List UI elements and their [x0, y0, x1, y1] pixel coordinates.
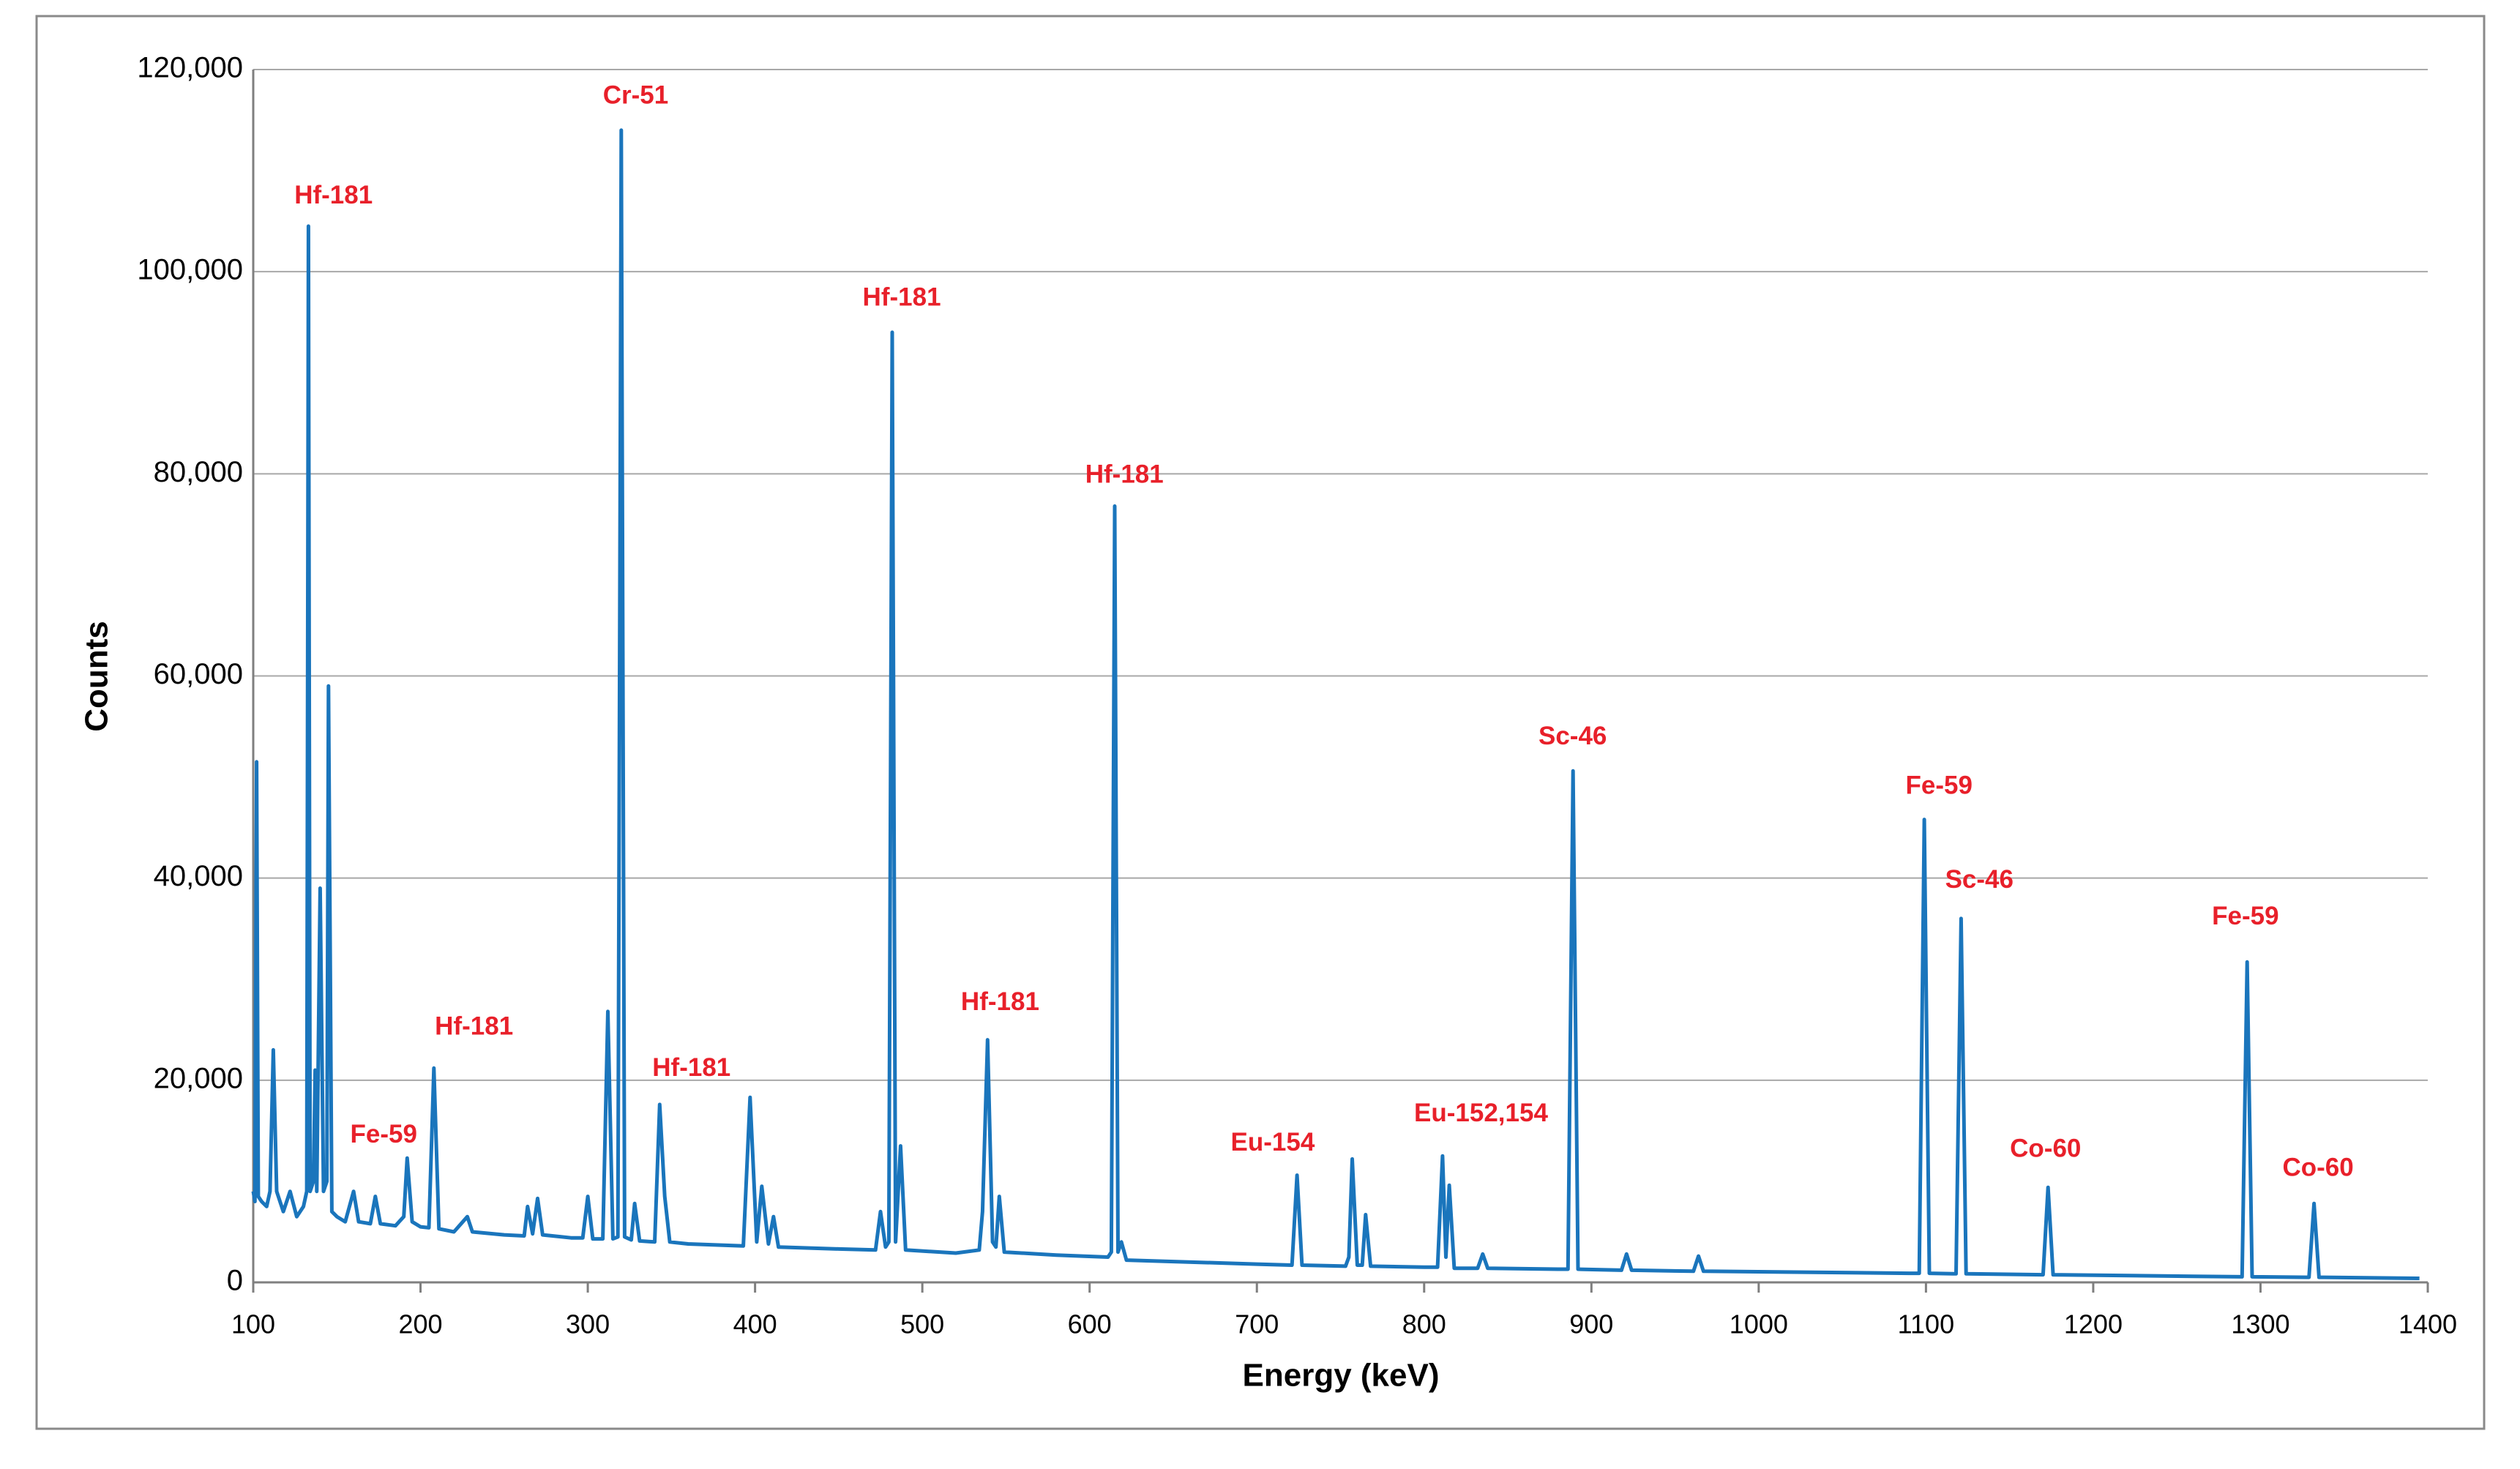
y-axis-title: Counts	[79, 621, 115, 732]
x-tick-label: 1000	[1730, 1309, 1788, 1339]
grid	[252, 69, 2429, 1293]
peak-label: Sc-46	[1945, 865, 2014, 894]
x-tick-label: 300	[566, 1309, 610, 1339]
peak-label: Hf-181	[961, 987, 1039, 1016]
x-tick-label: 400	[733, 1309, 777, 1339]
peak-label: Hf-181	[435, 1012, 513, 1040]
peak-label: Sc-46	[1538, 722, 1607, 750]
peak-label: Co-60	[2282, 1154, 2353, 1182]
spectrum-line	[251, 128, 2420, 1280]
x-tick-label: 1300	[2231, 1309, 2289, 1339]
y-tick-label: 60,000	[154, 658, 243, 690]
peak-label: Hf-181	[652, 1053, 730, 1082]
plot	[251, 128, 2420, 1280]
y-tick-label: 40,000	[154, 860, 243, 892]
y-tick-label: 100,000	[137, 254, 243, 286]
chart-frame	[35, 15, 2486, 1430]
peak-label: Eu-154	[1231, 1128, 1315, 1156]
peak-label: Fe-59	[1905, 771, 1972, 800]
y-tick-label: 80,000	[154, 456, 243, 488]
peak-label: Hf-181	[863, 283, 941, 312]
x-tick-label: 800	[1402, 1309, 1446, 1339]
x-tick-label: 1200	[2064, 1309, 2123, 1339]
peak-label: Co-60	[2010, 1134, 2081, 1162]
y-tick-label: 120,000	[137, 52, 243, 84]
x-tick-label: 200	[398, 1309, 442, 1339]
peak-label: Hf-181	[294, 181, 373, 209]
peak-label: Eu-152,154	[1414, 1099, 1548, 1127]
peak-label: Hf-181	[1085, 460, 1164, 488]
x-tick-label: 700	[1235, 1309, 1279, 1339]
peak-label: Cr-51	[603, 81, 668, 110]
x-tick-label: 500	[900, 1309, 944, 1339]
y-tick-label: 0	[227, 1265, 243, 1297]
x-tick-label: 900	[1569, 1309, 1613, 1339]
x-tick-label: 100	[231, 1309, 275, 1339]
y-tick-label: 20,000	[154, 1062, 243, 1094]
x-tick-label: 1400	[2399, 1309, 2457, 1339]
labels: 0 20,000 40,000 60,000 80,000 100,000 120,000 1…	[137, 52, 2457, 1339]
x-axis-title: Energy (keV)	[1243, 1358, 1440, 1394]
peak-label: Fe-59	[2212, 902, 2278, 930]
x-tick-label: 1100	[1898, 1309, 1954, 1339]
peak-label: Fe-59	[351, 1120, 417, 1148]
x-tick-label: 600	[1068, 1309, 1112, 1339]
